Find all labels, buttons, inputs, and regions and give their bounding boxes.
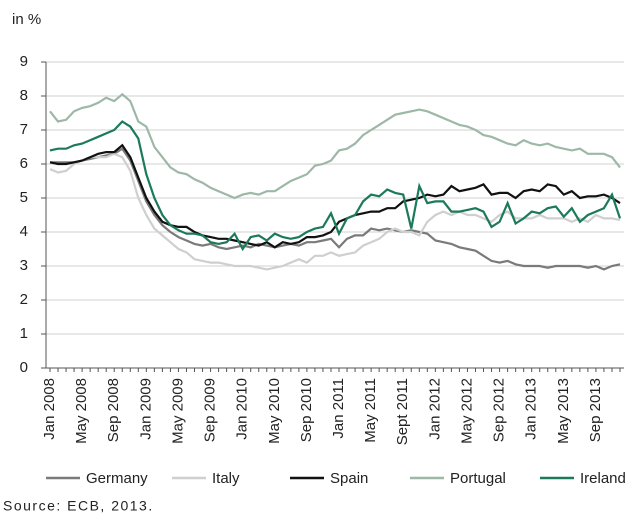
legend-label: Germany <box>86 470 148 487</box>
y-tick-label: 6 <box>20 155 28 172</box>
legend-label: Spain <box>330 470 368 487</box>
x-tick-label: May 2013 <box>555 378 572 444</box>
y-tick-label: 3 <box>20 257 28 274</box>
x-tick-label: May 2008 <box>73 378 90 444</box>
series-line <box>50 147 621 271</box>
x-tick-label: Sept 2011 <box>394 378 411 445</box>
x-tick-label: Jan 2013 <box>523 378 540 440</box>
x-tick-label: Sep 2013 <box>587 378 604 442</box>
x-tick-label: Sep 2012 <box>491 378 508 442</box>
y-tick-label: 2 <box>20 291 28 308</box>
x-tick-label: May 2009 <box>169 378 186 444</box>
y-tick-label: 0 <box>20 359 28 376</box>
x-tick-label: Jan 2011 <box>330 378 347 439</box>
y-tick-label: 1 <box>20 325 28 342</box>
series-line <box>49 92 621 200</box>
y-axis-label: in % <box>12 11 41 28</box>
x-tick-label: Jan 2012 <box>426 378 443 440</box>
series-line <box>49 143 621 249</box>
y-tick-label: 9 <box>20 53 28 70</box>
x-tick-label: Jan 2009 <box>137 378 154 440</box>
legend-label: Portugal <box>450 470 506 487</box>
y-tick-label: 5 <box>20 189 28 206</box>
source: Source: ECB, 2013. <box>3 498 154 514</box>
legend-label: Italy <box>212 470 240 487</box>
x-tick-label: May 2012 <box>458 378 475 444</box>
x-tick-label: May 2010 <box>266 378 283 444</box>
y-tick-label: 7 <box>20 121 28 138</box>
x-tick-label: Sep 2008 <box>105 378 122 442</box>
x-tick-label: May 2011 <box>362 378 379 443</box>
series-line <box>49 120 622 252</box>
x-tick-label: Sep 2010 <box>298 378 315 442</box>
y-tick-label: 4 <box>20 223 28 240</box>
legend-label: Ireland <box>580 470 626 487</box>
x-tick-label: Jan 2008 <box>41 378 58 440</box>
y-tick-label: 8 <box>20 87 28 104</box>
x-tick-label: Sep 2009 <box>202 378 219 442</box>
x-tick-label: Jan 2010 <box>234 378 251 440</box>
